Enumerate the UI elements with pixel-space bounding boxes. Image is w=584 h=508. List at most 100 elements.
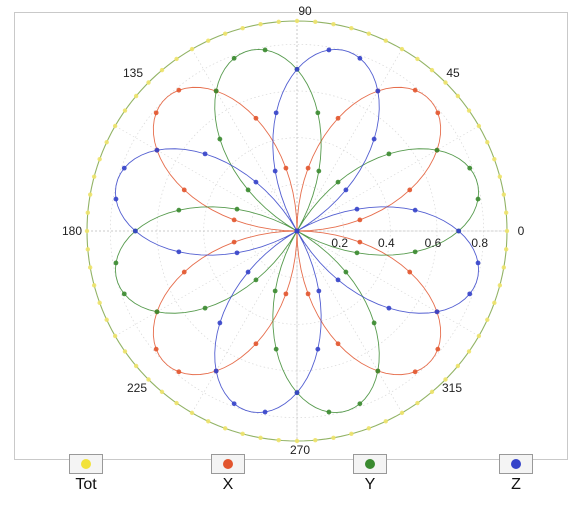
point-tot-140 bbox=[133, 93, 139, 99]
legend-swatch-y bbox=[353, 454, 387, 474]
point-x-20 bbox=[407, 187, 413, 193]
point-tot-105 bbox=[240, 25, 245, 31]
point-tot-310 bbox=[429, 389, 435, 395]
grid-spoke-60 bbox=[296, 48, 403, 232]
legend-item-x[interactable]: X bbox=[198, 454, 258, 494]
legend-swatch-x bbox=[211, 454, 245, 474]
point-tot-5 bbox=[504, 210, 509, 215]
point-x-40 bbox=[435, 110, 441, 116]
point-tot-135 bbox=[146, 80, 151, 85]
radial-tick-label-3: 0.8 bbox=[471, 236, 488, 250]
legend-label-x: X bbox=[222, 476, 234, 493]
point-tot-130 bbox=[159, 67, 165, 73]
legend-item-tot[interactable]: Tot bbox=[56, 454, 116, 494]
point-x-310 bbox=[412, 369, 418, 375]
point-tot-35 bbox=[466, 108, 472, 113]
point-y-170 bbox=[176, 207, 182, 213]
point-y-340 bbox=[354, 250, 360, 256]
legend-item-z[interactable]: Z bbox=[486, 454, 546, 494]
point-y-110 bbox=[231, 55, 237, 61]
point-z-0 bbox=[456, 228, 462, 234]
legend-label-z: Z bbox=[511, 476, 521, 493]
point-z-170 bbox=[113, 196, 119, 202]
point-tot-295 bbox=[383, 419, 388, 424]
point-tot-70 bbox=[366, 31, 372, 36]
point-tot-225 bbox=[146, 377, 151, 382]
point-z-130 bbox=[253, 179, 259, 185]
point-z-100 bbox=[273, 110, 279, 116]
point-x-130 bbox=[176, 87, 182, 93]
point-y-300 bbox=[375, 368, 381, 374]
angle-tick-label-90: 90 bbox=[298, 4, 312, 18]
point-tot-50 bbox=[429, 67, 435, 73]
angle-tick-label-225: 225 bbox=[127, 381, 147, 395]
grid-spoke-240 bbox=[191, 230, 298, 414]
point-y-160 bbox=[234, 206, 240, 212]
point-tot-230 bbox=[159, 389, 165, 395]
point-y-310 bbox=[371, 320, 377, 326]
point-y-190 bbox=[113, 260, 119, 266]
point-x-110 bbox=[253, 115, 259, 121]
point-tot-320 bbox=[455, 363, 461, 369]
point-y-250 bbox=[272, 288, 278, 294]
point-tot-10 bbox=[501, 192, 507, 197]
angle-tick-label-315: 315 bbox=[442, 381, 462, 395]
point-tot-205 bbox=[104, 317, 109, 322]
point-y-130 bbox=[217, 136, 223, 142]
point-y-40 bbox=[386, 151, 392, 157]
point-tot-175 bbox=[85, 210, 91, 215]
point-tot-155 bbox=[104, 140, 109, 145]
point-tot-190 bbox=[87, 265, 93, 270]
point-tot-195 bbox=[91, 283, 97, 288]
grid-spoke-150 bbox=[114, 125, 298, 232]
point-y-10 bbox=[475, 196, 481, 202]
point-x-260 bbox=[283, 291, 289, 297]
point-z-260 bbox=[262, 409, 268, 415]
point-y-100 bbox=[262, 47, 268, 53]
point-x-70 bbox=[335, 115, 341, 121]
point-z-150 bbox=[154, 147, 160, 153]
legend-item-y[interactable]: Y bbox=[340, 454, 400, 494]
point-tot-115 bbox=[206, 38, 211, 43]
legend-dot-y bbox=[365, 459, 375, 469]
point-tot-125 bbox=[174, 56, 179, 62]
legend-swatch-tot bbox=[69, 454, 103, 474]
point-x-340 bbox=[407, 269, 413, 275]
point-x-50 bbox=[412, 87, 418, 93]
point-tot-350 bbox=[501, 265, 507, 270]
grid-spoke-330 bbox=[296, 230, 480, 337]
point-x-220 bbox=[153, 346, 159, 352]
point-tot-80 bbox=[331, 21, 336, 27]
point-z-160 bbox=[121, 165, 127, 171]
point-z-200 bbox=[234, 250, 240, 256]
chart-frame bbox=[6, 4, 578, 504]
point-z-240 bbox=[213, 368, 219, 374]
point-z-300 bbox=[294, 228, 300, 234]
point-tot-275 bbox=[313, 438, 318, 443]
point-z-290 bbox=[316, 288, 322, 294]
point-y-70 bbox=[316, 168, 322, 174]
point-tot-100 bbox=[258, 21, 263, 27]
point-tot-210 bbox=[112, 333, 118, 339]
point-x-170 bbox=[231, 217, 237, 223]
point-z-230 bbox=[217, 320, 223, 326]
point-y-280 bbox=[326, 409, 332, 415]
point-y-260 bbox=[273, 346, 279, 352]
point-x-140 bbox=[153, 110, 159, 116]
point-y-230 bbox=[253, 277, 259, 283]
point-z-60 bbox=[375, 88, 381, 94]
point-tot-145 bbox=[122, 108, 128, 113]
point-tot-160 bbox=[97, 156, 102, 162]
point-y-30 bbox=[434, 147, 440, 153]
point-tot-280 bbox=[331, 435, 336, 441]
point-x-290 bbox=[335, 341, 341, 347]
point-tot-335 bbox=[485, 317, 490, 322]
point-z-250 bbox=[231, 401, 237, 407]
point-z-320 bbox=[386, 305, 392, 311]
point-tot-55 bbox=[415, 56, 420, 62]
point-tot-0 bbox=[504, 228, 510, 234]
point-z-340 bbox=[467, 291, 473, 297]
point-tot-85 bbox=[313, 19, 318, 24]
legend-dot-z bbox=[511, 459, 521, 469]
point-tot-290 bbox=[366, 426, 372, 431]
